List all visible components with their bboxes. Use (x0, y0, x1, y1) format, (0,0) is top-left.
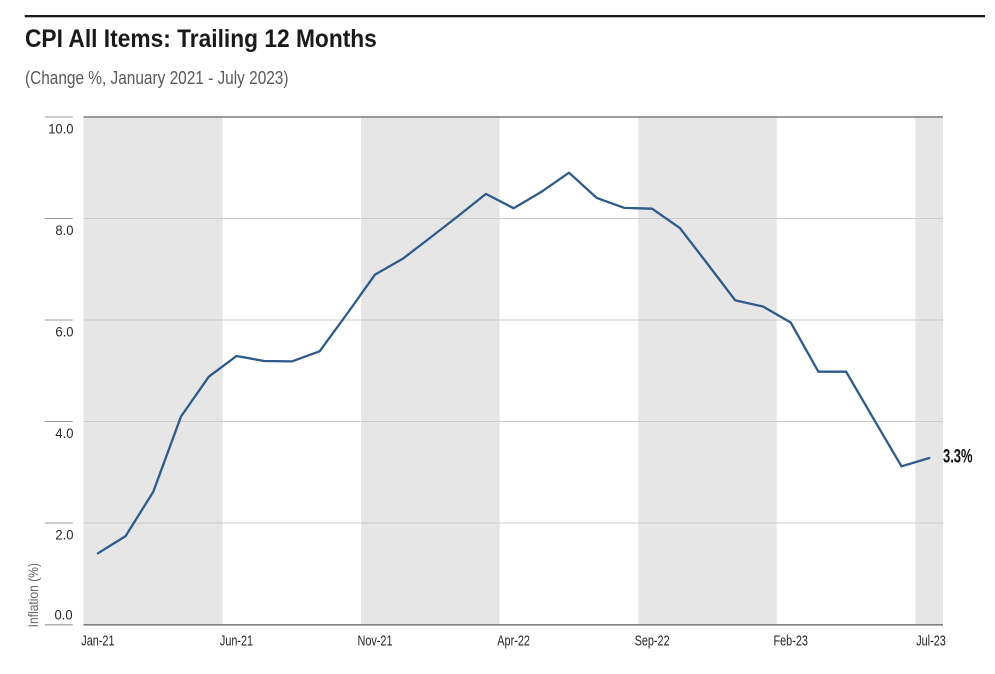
svg-text:Feb-23: Feb-23 (773, 632, 807, 649)
svg-text:2.0: 2.0 (55, 527, 73, 543)
svg-text:3.3%: 3.3% (943, 445, 973, 467)
svg-text:Jan-21: Jan-21 (81, 632, 114, 649)
svg-text:Jul-23: Jul-23 (916, 632, 946, 649)
svg-text:Jun-21: Jun-21 (220, 632, 253, 649)
svg-text:8.0: 8.0 (55, 223, 73, 239)
svg-text:6.0: 6.0 (55, 324, 73, 340)
svg-text:Nov-21: Nov-21 (357, 632, 392, 649)
svg-text:4.0: 4.0 (55, 426, 73, 442)
svg-text:Inflation (%): Inflation (%) (25, 563, 41, 627)
svg-text:Apr-22: Apr-22 (497, 632, 530, 649)
svg-text:Sep-22: Sep-22 (635, 632, 670, 649)
svg-text:10.0: 10.0 (48, 121, 73, 137)
svg-text:0.0: 0.0 (55, 607, 73, 623)
